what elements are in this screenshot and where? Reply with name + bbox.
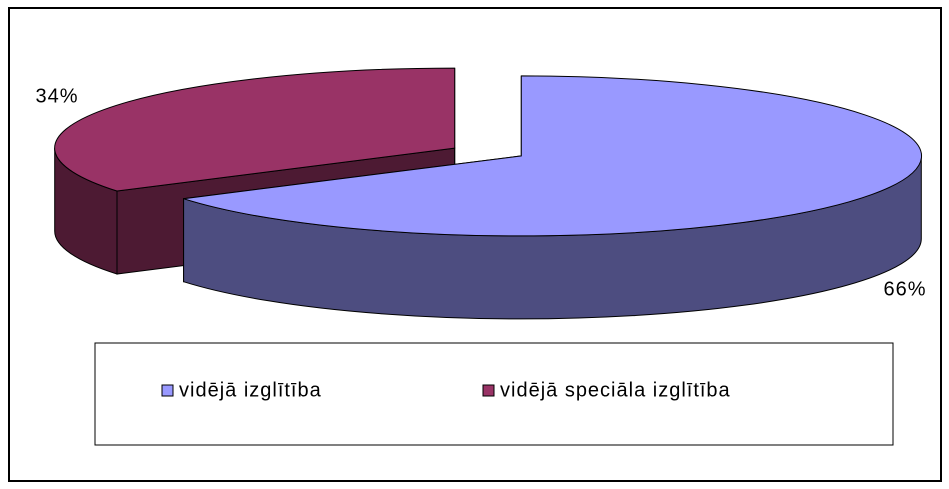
slice: [183, 75, 923, 237]
data-label: 34%: [35, 85, 78, 107]
legend-swatch: [482, 384, 495, 397]
slice: [54, 67, 456, 192]
data-label: 66%: [883, 278, 926, 300]
legend-swatch: [161, 384, 174, 397]
legend-label: vidējā izglītība: [179, 379, 322, 401]
legend-label: vidējā speciāla izglītība: [500, 379, 731, 401]
